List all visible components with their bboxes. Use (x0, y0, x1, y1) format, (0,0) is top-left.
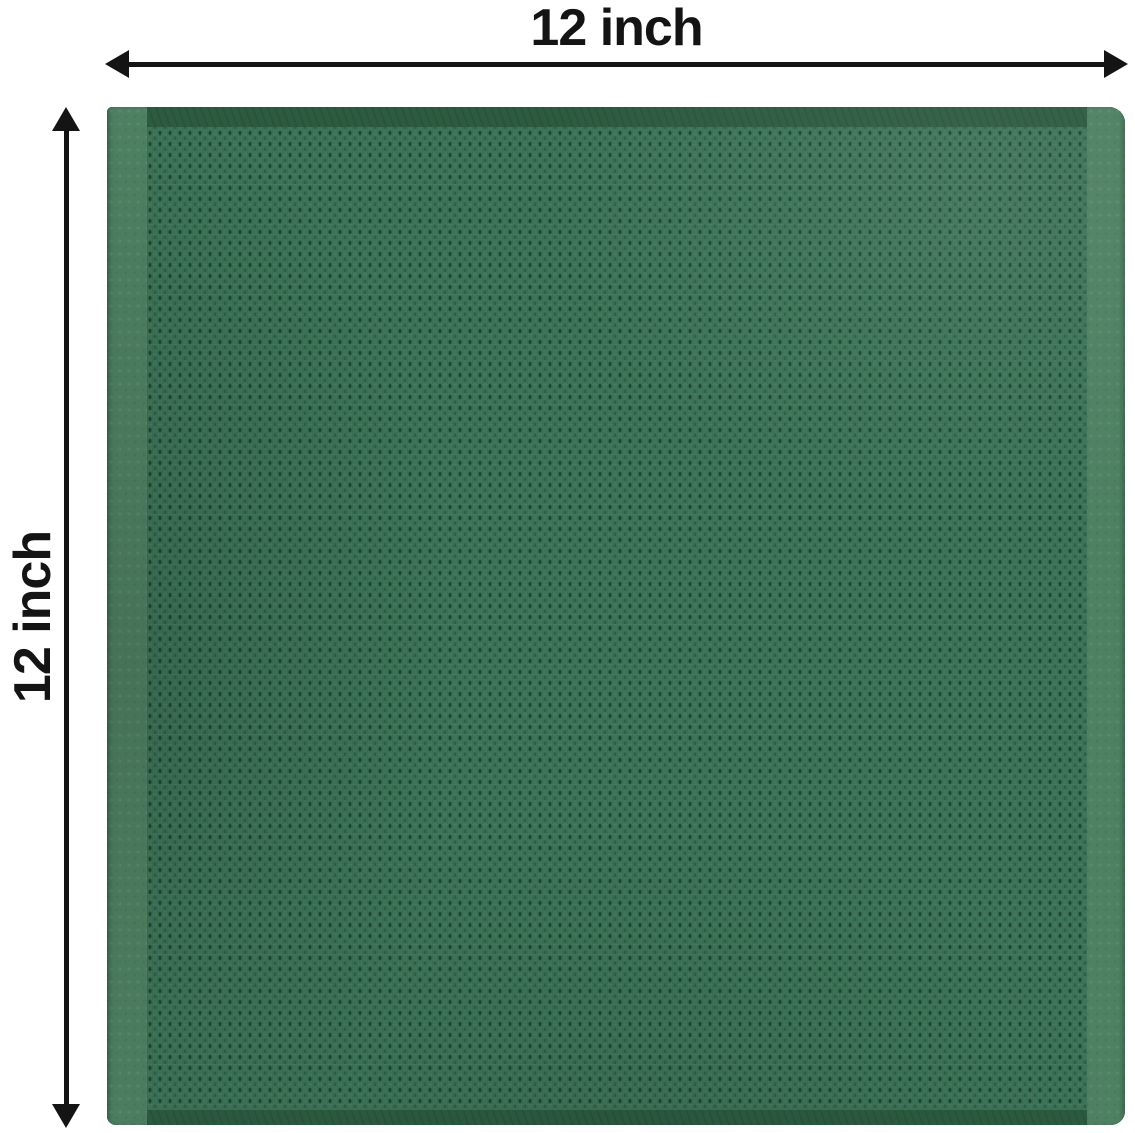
width-arrow-line (119, 62, 1114, 67)
width-dimension-arrow (105, 50, 1128, 78)
fabric-hem-bottom (147, 1110, 1087, 1125)
width-dimension-label: 12 inch (530, 0, 703, 57)
fabric-waffle-texture (107, 107, 1125, 1125)
height-dimension-arrow (52, 107, 80, 1128)
fabric-selvage-left (107, 107, 147, 1125)
fabric-selvage-right (1087, 107, 1125, 1125)
fabric-hem-top (147, 107, 1087, 127)
height-arrow-line (63, 121, 69, 1114)
fabric-swatch (107, 107, 1125, 1125)
arrow-down-icon (52, 1104, 80, 1128)
arrow-right-icon (1104, 50, 1128, 78)
